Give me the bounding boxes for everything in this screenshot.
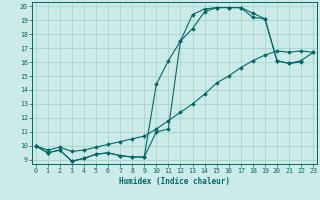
- X-axis label: Humidex (Indice chaleur): Humidex (Indice chaleur): [119, 177, 230, 186]
